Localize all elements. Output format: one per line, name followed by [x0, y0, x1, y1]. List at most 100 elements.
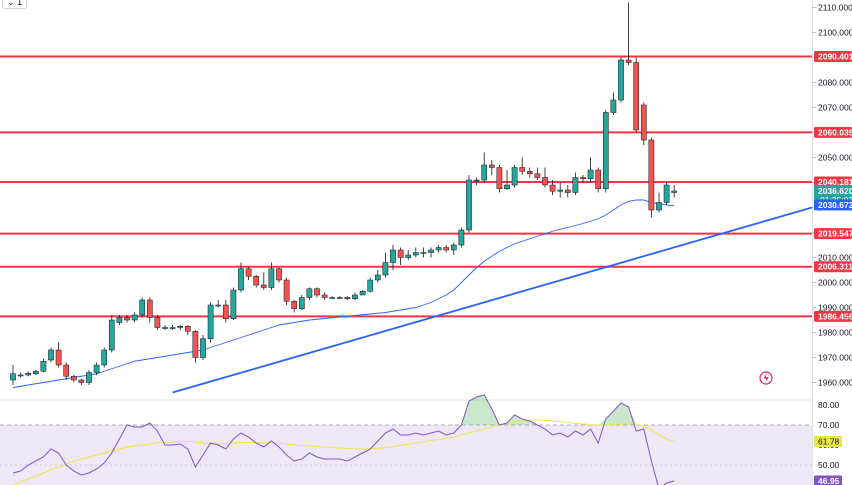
candle-body: [481, 164, 488, 181]
chevron-down-icon: ⌄: [7, 0, 15, 7]
candle-body: [618, 59, 624, 101]
rsi-pane: [0, 399, 812, 485]
price-tick-label: 2100.000: [818, 28, 852, 38]
candle-body: [268, 268, 275, 288]
candle-body: [40, 361, 47, 372]
candle-body: [78, 379, 85, 383]
candle-body: [222, 304, 229, 319]
price-tick-label: 2070.000: [818, 103, 852, 113]
price-tick-label: 1980.000: [818, 328, 852, 338]
candle-body: [466, 179, 472, 231]
candle-body: [230, 289, 237, 319]
horizontal-levels: [0, 55, 812, 318]
price-tick-label: 2000.000: [818, 278, 852, 288]
candle-body: [162, 327, 168, 329]
candle-body: [640, 104, 647, 141]
candle-body: [534, 173, 541, 178]
candle-body: [70, 376, 77, 381]
level-label-bg: [814, 126, 852, 138]
candle-body: [656, 202, 662, 211]
candle-body: [184, 326, 191, 332]
candle-body: [17, 374, 24, 377]
candle-body: [207, 304, 214, 339]
candle-body: [344, 297, 351, 299]
candle-body: [329, 297, 336, 299]
level-label-bg: [814, 50, 852, 62]
candle-body: [238, 268, 244, 291]
candle-body: [496, 167, 503, 189]
level-label: 2006.311: [818, 262, 852, 272]
candle-body: [283, 279, 290, 302]
lightning-icon[interactable]: [759, 371, 773, 385]
candle-body: [336, 297, 343, 299]
candle-body: [602, 112, 609, 189]
level-label: 2060.035: [818, 127, 852, 137]
level-label-bg: [814, 310, 852, 322]
candle-body: [146, 299, 153, 318]
candles-layer: [10, 2, 678, 385]
rsi-layer: [12, 394, 675, 485]
candle-body: [420, 252, 427, 254]
interval-toggle[interactable]: ⌄ 1: [2, 0, 28, 9]
rsi-ma-line: [12, 419, 675, 485]
candle-body: [595, 169, 602, 189]
candle-body: [25, 373, 32, 376]
candle-body: [260, 284, 267, 288]
rsi-value-label: 46.95: [818, 476, 840, 485]
price-tick-label: 2080.000: [818, 78, 852, 88]
candle-body: [473, 179, 480, 182]
price-axis: 1960.000 1970.000 1980.000 1990.000 2000.000…: [812, 0, 852, 485]
candle-body: [435, 247, 442, 251]
rsi-line: [12, 394, 675, 485]
rsi-tag-bg: [814, 475, 842, 485]
price-tick-label: 2050.000: [818, 153, 852, 163]
moving-average-line: [12, 199, 675, 388]
candle-body: [253, 276, 260, 286]
candle-body: [314, 288, 320, 296]
price-tick-label: 1970.000: [818, 353, 852, 363]
candle-body: [101, 349, 108, 366]
candle-body: [124, 317, 130, 321]
candle-body: [564, 189, 571, 193]
candle-body: [519, 167, 526, 172]
candle-body: [526, 171, 533, 174]
candle-body: [169, 327, 176, 329]
candle-body: [397, 249, 404, 258]
candle-body: [215, 304, 222, 307]
candle-body: [32, 371, 39, 374]
candle-body: [306, 288, 313, 298]
candle-body: [321, 294, 328, 298]
candle-body: [671, 190, 678, 193]
candle-body: [511, 167, 518, 186]
candle-body: [648, 139, 655, 211]
candle-body: [10, 373, 16, 381]
candle-body: [139, 299, 146, 316]
candle-body: [367, 279, 374, 292]
candle-body: [298, 297, 305, 309]
level-label-bg: [814, 228, 852, 240]
level-label: 2090.401: [818, 51, 852, 61]
trendline: [172, 206, 813, 394]
price-tick-label: 1960.000: [818, 378, 852, 388]
price-tick-label: 2010.000: [818, 253, 852, 263]
rsi-overbought-fill: [13, 395, 675, 425]
candle-body: [572, 177, 579, 193]
level-label-bg: [814, 176, 852, 188]
candle-body: [93, 364, 100, 373]
candle-body: [352, 294, 358, 299]
candle-body: [382, 262, 389, 276]
candle-body: [458, 229, 465, 246]
candle-body: [488, 164, 495, 168]
price-tick-label: 2110.000: [818, 3, 852, 13]
trendline-layer: [172, 206, 813, 394]
candle-body: [450, 244, 457, 251]
candle-body: [557, 189, 564, 192]
candle-body: [625, 59, 632, 63]
candle-body: [177, 326, 184, 328]
candle-body: [48, 349, 54, 361]
candle-body: [428, 249, 434, 253]
candle-body: [245, 268, 252, 277]
rsi-tick-label: 50.00: [818, 460, 840, 470]
candle-body: [131, 314, 138, 321]
